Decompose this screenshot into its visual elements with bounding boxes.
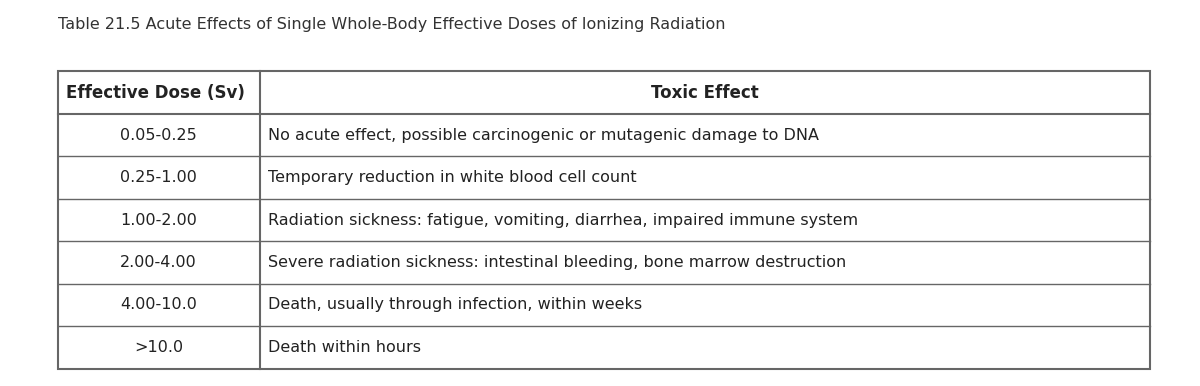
Text: Table 21.5 Acute Effects of Single Whole-Body Effective Doses of Ionizing Radiat: Table 21.5 Acute Effects of Single Whole…: [58, 17, 725, 32]
Text: 0.05-0.25: 0.05-0.25: [120, 128, 197, 142]
Text: 4.00-10.0: 4.00-10.0: [120, 298, 197, 312]
Text: Radiation sickness: fatigue, vomiting, diarrhea, impaired immune system: Radiation sickness: fatigue, vomiting, d…: [268, 213, 858, 227]
Text: >10.0: >10.0: [134, 340, 184, 355]
Text: No acute effect, possible carcinogenic or mutagenic damage to DNA: No acute effect, possible carcinogenic o…: [268, 128, 820, 142]
Text: Temporary reduction in white blood cell count: Temporary reduction in white blood cell …: [268, 170, 637, 185]
Text: Effective Dose (Sv): Effective Dose (Sv): [66, 84, 245, 102]
Text: Toxic Effect: Toxic Effect: [650, 84, 758, 102]
Text: 0.25-1.00: 0.25-1.00: [120, 170, 197, 185]
Text: Death within hours: Death within hours: [268, 340, 421, 355]
Text: Death, usually through infection, within weeks: Death, usually through infection, within…: [268, 298, 642, 312]
Text: 1.00-2.00: 1.00-2.00: [120, 213, 197, 227]
Bar: [58, 71, 1150, 369]
Text: Severe radiation sickness: intestinal bleeding, bone marrow destruction: Severe radiation sickness: intestinal bl…: [268, 255, 846, 270]
Text: 2.00-4.00: 2.00-4.00: [120, 255, 197, 270]
